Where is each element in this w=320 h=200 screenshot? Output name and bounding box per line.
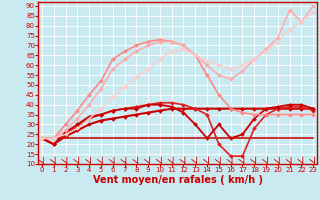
X-axis label: Vent moyen/en rafales ( km/h ): Vent moyen/en rafales ( km/h ) bbox=[92, 175, 263, 185]
